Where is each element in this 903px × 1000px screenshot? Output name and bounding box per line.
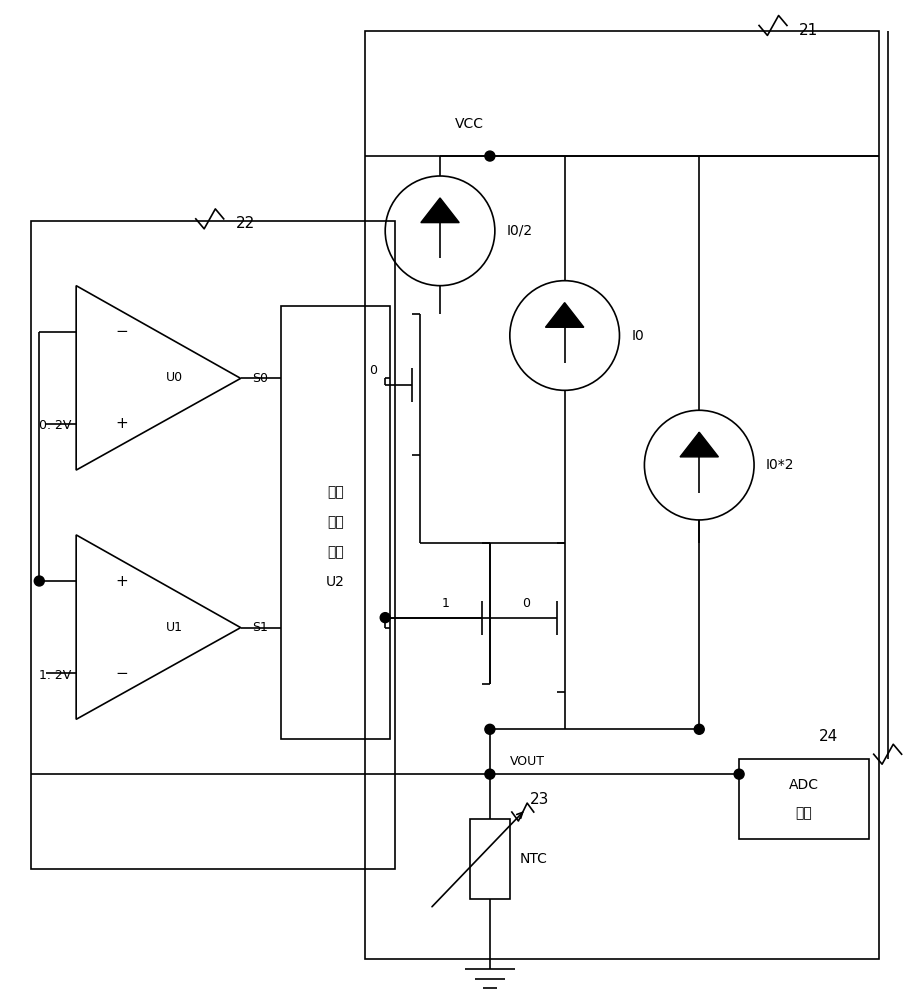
Polygon shape	[545, 303, 583, 327]
Text: 单元: 单元	[327, 545, 343, 559]
Circle shape	[34, 576, 44, 586]
Text: 逻辑: 逻辑	[327, 486, 343, 500]
Text: 模块: 模块	[795, 806, 812, 820]
Circle shape	[733, 769, 743, 779]
Text: NTC: NTC	[519, 852, 547, 866]
Text: 0. 2V: 0. 2V	[39, 419, 71, 432]
Text: 23: 23	[529, 792, 548, 807]
Circle shape	[380, 613, 390, 623]
Text: 0: 0	[521, 597, 529, 610]
Text: 21: 21	[798, 23, 817, 38]
Bar	[32, 221, 395, 869]
Text: VOUT: VOUT	[509, 755, 545, 768]
Bar	[280, 306, 390, 739]
Text: U2: U2	[326, 575, 344, 589]
Text: U0: U0	[166, 371, 183, 384]
Text: −: −	[116, 324, 128, 339]
Text: 22: 22	[236, 216, 255, 231]
Text: ADC: ADC	[788, 778, 818, 792]
Text: +: +	[116, 416, 128, 431]
Bar	[365, 31, 878, 959]
Bar	[470, 819, 509, 899]
Text: 运算: 运算	[327, 515, 343, 529]
Text: 1: 1	[442, 597, 450, 610]
Text: VCC: VCC	[454, 117, 483, 131]
Text: I0*2: I0*2	[765, 458, 794, 472]
Polygon shape	[679, 432, 718, 457]
Text: S1: S1	[252, 621, 268, 634]
Text: U1: U1	[166, 621, 183, 634]
Polygon shape	[421, 198, 459, 223]
Text: 24: 24	[818, 729, 837, 744]
Circle shape	[484, 769, 494, 779]
Circle shape	[484, 151, 494, 161]
Text: 1. 2V: 1. 2V	[39, 669, 71, 682]
Text: S0: S0	[252, 372, 268, 385]
Text: 0: 0	[368, 364, 377, 377]
Text: I0/2: I0/2	[507, 224, 533, 238]
Text: +: +	[116, 574, 128, 589]
Circle shape	[484, 724, 494, 734]
Circle shape	[694, 724, 703, 734]
Text: I0: I0	[631, 329, 644, 343]
Bar	[739, 759, 868, 839]
Text: −: −	[116, 666, 128, 681]
